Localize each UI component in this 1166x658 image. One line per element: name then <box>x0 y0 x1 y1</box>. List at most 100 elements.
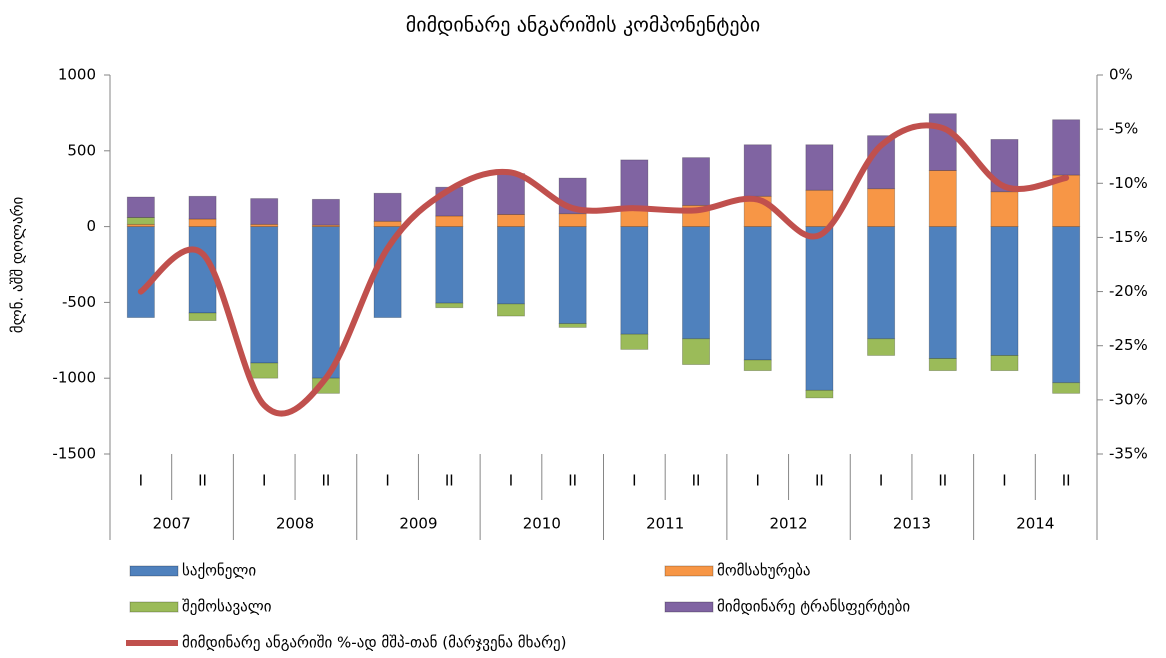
legend-label: მიმდინარე ტრანსფერტები <box>717 598 910 616</box>
legend-swatch <box>664 601 714 613</box>
x-tick-label: II <box>1062 472 1071 490</box>
bar-segment <box>1052 226 1081 384</box>
bar-segment <box>928 358 957 372</box>
y2-tick-label: -30% <box>1109 390 1148 408</box>
x-tick-label: II <box>568 472 577 490</box>
bar-segment <box>496 173 525 215</box>
x-tick-label: I <box>1002 472 1006 490</box>
legend-label: შემოსავალი <box>182 598 272 616</box>
bar-segment <box>928 113 957 171</box>
legend-label: მომსახურება <box>717 562 811 580</box>
bar-segment <box>1052 382 1081 394</box>
bar-segment <box>126 196 155 218</box>
x-group-label: 2007 <box>153 515 191 533</box>
bar-segment <box>620 226 649 335</box>
bar-segment <box>682 157 711 206</box>
x-group-label: 2008 <box>276 515 314 533</box>
bar-segment <box>188 218 217 228</box>
x-tick-label: II <box>198 472 207 490</box>
y2-tick-label: -5% <box>1109 120 1138 138</box>
bar-segment <box>805 389 834 399</box>
y-tick-label: -1000 <box>52 369 96 387</box>
bar-segment <box>990 226 1019 356</box>
bar-segment <box>188 312 217 321</box>
bar-segment <box>805 144 834 191</box>
bar-segment <box>496 214 525 228</box>
bar-segment <box>1052 174 1081 227</box>
bar-segment <box>496 303 525 317</box>
legend-swatch <box>129 565 179 577</box>
bar-segment <box>990 355 1019 372</box>
bar-segment <box>250 226 279 364</box>
bar-segment <box>620 333 649 350</box>
bar-segment <box>126 226 155 318</box>
bar-segment <box>435 302 464 309</box>
x-tick-label: I <box>632 472 636 490</box>
bar-segment <box>558 323 587 328</box>
legend-swatch <box>129 601 179 613</box>
y2-tick-label: -20% <box>1109 282 1148 300</box>
bar-segment <box>188 195 217 220</box>
bar-segment <box>435 215 464 228</box>
y-tick-label: 1000 <box>58 66 96 84</box>
x-group-label: 2012 <box>769 515 807 533</box>
legend-label: საქონელი <box>182 562 256 580</box>
bar-segment <box>373 226 402 318</box>
bar-segment <box>311 226 340 379</box>
y-axis-label: მლნ. აშშ დოლარი <box>9 197 27 334</box>
bar-segment <box>250 362 279 379</box>
y2-tick-label: -15% <box>1109 228 1148 246</box>
x-tick-label: II <box>445 472 454 490</box>
chart-title: მიმდინარე ანგარიშის კომპონენტები <box>406 13 760 37</box>
x-group-label: 2010 <box>523 515 561 533</box>
bar-segment <box>867 188 896 227</box>
bar-segment <box>743 359 772 372</box>
bar-segment <box>990 191 1019 227</box>
bar-segment <box>558 213 587 228</box>
bar-segment <box>435 226 464 304</box>
y2-tick-label: -10% <box>1109 174 1148 192</box>
bar-segment <box>743 226 772 361</box>
bar-segment <box>928 170 957 227</box>
x-tick-label: I <box>385 472 389 490</box>
y-tick-label: -1500 <box>52 445 96 463</box>
bar-segment <box>928 226 957 359</box>
x-tick-label: I <box>756 472 760 490</box>
bar-segment <box>620 209 649 227</box>
y-tick-label: 500 <box>67 141 96 159</box>
x-tick-label: II <box>815 472 824 490</box>
bar-segment <box>126 217 155 225</box>
x-tick-label: II <box>692 472 701 490</box>
bar-segment <box>682 338 711 365</box>
bar-segment <box>682 226 711 340</box>
bar-segment <box>373 192 402 222</box>
legend-label: მიმდინარე ანგარიში %-ად მშპ-თან (მარჯვენ… <box>182 634 567 652</box>
bar-segment <box>867 338 896 356</box>
x-group-label: 2009 <box>399 515 437 533</box>
x-tick-label: I <box>879 472 883 490</box>
bar-segment <box>250 198 279 225</box>
bar-segment <box>1052 119 1081 176</box>
y2-tick-label: 0% <box>1109 66 1133 84</box>
bar-segment <box>867 226 896 340</box>
line <box>137 122 1070 417</box>
bar-segment <box>496 226 525 305</box>
y2-tick-label: -25% <box>1109 336 1148 354</box>
y2-tick-label: -35% <box>1109 445 1148 463</box>
x-group-label: 2013 <box>893 515 931 533</box>
bar-segment <box>558 226 587 325</box>
y-tick-label: -500 <box>62 293 96 311</box>
legend-swatch <box>664 565 714 577</box>
x-group-label: 2014 <box>1016 515 1054 533</box>
x-tick-label: II <box>938 472 947 490</box>
x-tick-label: I <box>509 472 513 490</box>
x-tick-label: II <box>321 472 330 490</box>
bar-segment <box>743 144 772 197</box>
bar-segment <box>311 198 340 226</box>
bar-segment <box>620 159 649 211</box>
x-tick-label: I <box>139 472 143 490</box>
bar-segment <box>805 189 834 228</box>
x-group-label: 2011 <box>646 515 684 533</box>
bar-segment <box>805 226 834 391</box>
